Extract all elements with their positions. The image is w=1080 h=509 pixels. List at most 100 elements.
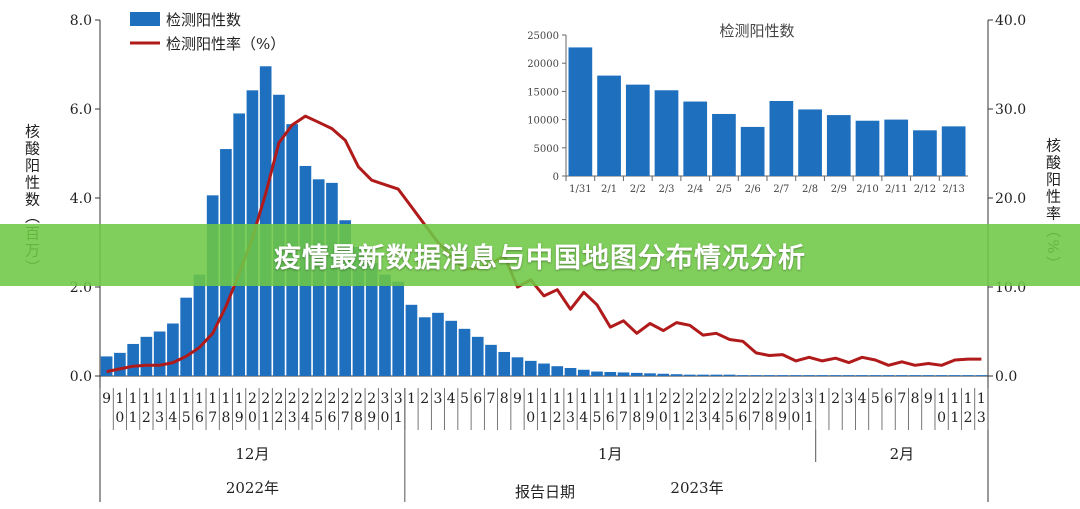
bar (962, 375, 974, 376)
inset-bar (740, 126, 765, 176)
bar (405, 304, 418, 376)
day-label: 6 (884, 391, 893, 407)
bar (763, 375, 776, 376)
y-tick-label-left: 8.0 (70, 13, 92, 29)
bar (418, 317, 431, 376)
bar (697, 374, 709, 376)
bar (193, 274, 206, 376)
bar (392, 281, 405, 376)
inset-x-tick-label: 2/6 (745, 184, 761, 195)
inset-bar (855, 120, 880, 176)
bar (803, 375, 815, 376)
inset-x-tick-label: 2/4 (687, 184, 703, 195)
y-tick-label-right: 0.0 (995, 369, 1017, 385)
inset-x-tick-label: 2/11 (885, 184, 907, 195)
bar (789, 375, 802, 376)
bar (750, 375, 762, 376)
bar (922, 375, 935, 376)
bar (445, 320, 458, 376)
bar (365, 262, 378, 376)
bar (564, 367, 577, 376)
month-label: 1月 (598, 445, 623, 463)
inset-bar (769, 100, 794, 176)
x-axis-title: 报告日期 (515, 483, 575, 501)
bar (167, 323, 179, 376)
inset-bar (884, 119, 909, 176)
bar (180, 297, 192, 376)
inset-bar (941, 126, 966, 176)
bar (670, 374, 683, 376)
bar (259, 66, 272, 376)
bar (683, 374, 696, 376)
day-label: 9 (924, 391, 933, 407)
inset-x-tick-label: 2/13 (942, 184, 964, 195)
inset-x-tick-label: 2/3 (658, 184, 674, 195)
bar (471, 336, 484, 376)
inset-bar (597, 75, 621, 176)
bar (816, 375, 829, 376)
inset-y-tick-label: 10000 (527, 116, 559, 127)
bar (352, 246, 365, 376)
y-tick-label-left: 6.0 (70, 102, 92, 118)
bar (843, 375, 855, 376)
bar (538, 363, 550, 376)
y-tick-label-right: 20.0 (995, 191, 1026, 207)
inset-bar (654, 90, 679, 176)
month-label: 12月 (235, 445, 269, 463)
inset-x-tick-label: 2/7 (773, 184, 789, 195)
y-tick-label-left: 0.0 (70, 369, 92, 385)
inset-y-tick-label: 5000 (534, 144, 559, 155)
bar (591, 371, 603, 376)
bar (723, 374, 736, 376)
bar (379, 274, 391, 376)
bar (153, 331, 166, 376)
inset-bar (798, 109, 822, 176)
day-label: 4 (447, 391, 456, 407)
legend-bar-label: 检测阳性数 (166, 11, 241, 29)
inset-bar (913, 130, 937, 176)
bar (617, 372, 630, 376)
day-label: 2 (420, 391, 429, 407)
day-label: 1 (818, 391, 827, 407)
day-label: 6 (473, 391, 482, 407)
bar (736, 375, 749, 376)
year-label: 2023年 (670, 479, 723, 497)
bar (829, 375, 842, 376)
inset-bar (712, 113, 736, 176)
day-label: 8 (911, 391, 920, 407)
inset-x-tick-label: 2/5 (716, 184, 732, 195)
bar (339, 220, 352, 376)
bar (511, 357, 524, 376)
bar (657, 373, 670, 376)
bar (909, 375, 921, 376)
inset-bar (568, 47, 593, 176)
inset-y-tick-label: 25000 (527, 31, 559, 42)
inset-title: 检测阳性数 (719, 22, 794, 40)
bar (498, 351, 511, 376)
